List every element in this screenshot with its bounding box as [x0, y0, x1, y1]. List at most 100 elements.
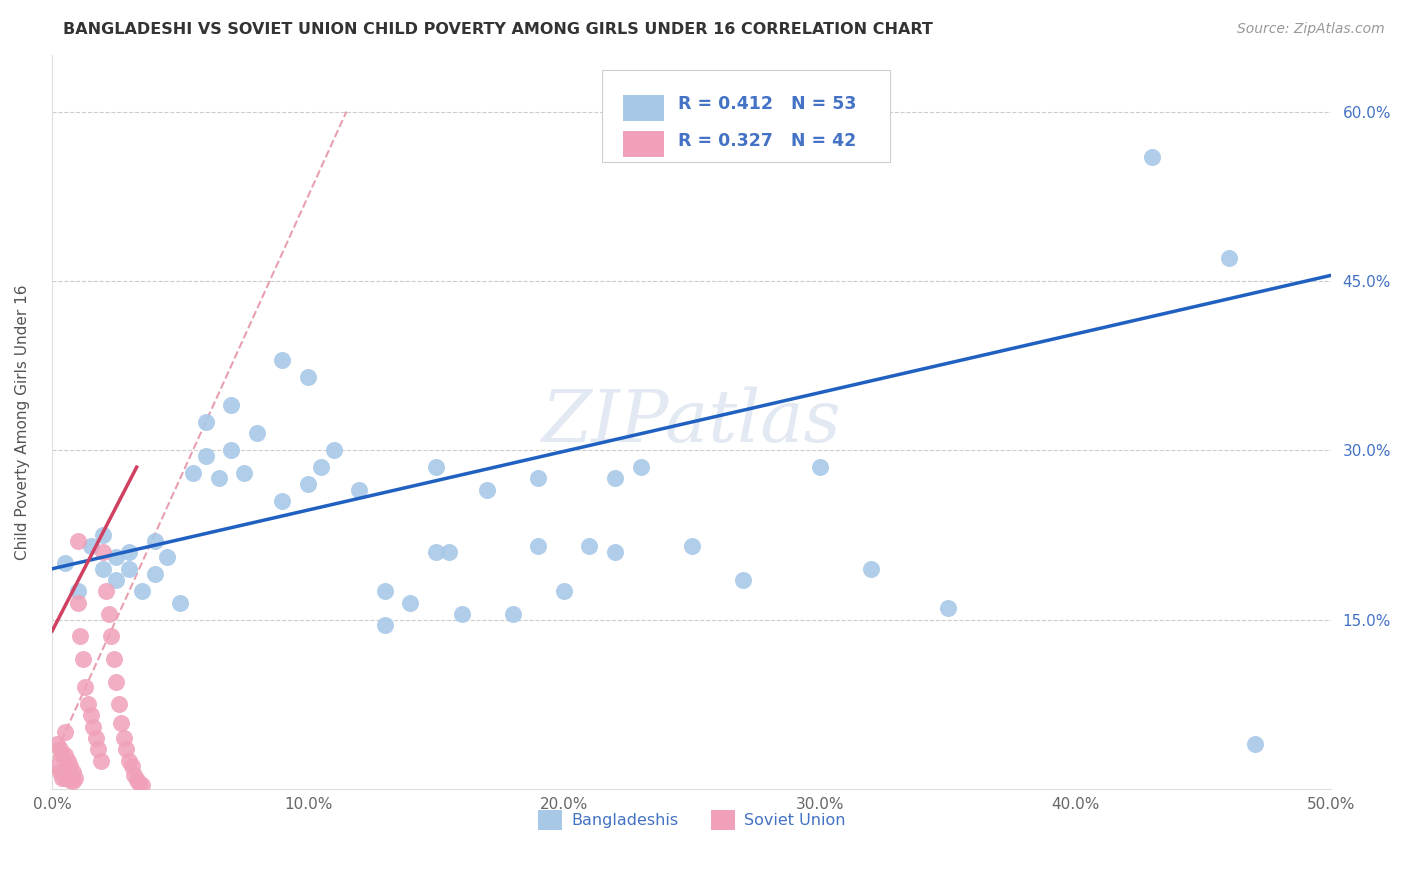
Point: [131, 584, 153, 599]
Point: [578, 539, 600, 553]
Text: Source: ZipAtlas.com: Source: ZipAtlas.com: [1237, 22, 1385, 37]
Point: [93, 562, 115, 576]
Point: [502, 607, 524, 621]
Point: [527, 539, 550, 553]
Point: [207, 471, 229, 485]
Point: [105, 674, 128, 689]
Point: [53, 556, 76, 570]
Point: [115, 742, 138, 756]
Point: [1218, 252, 1240, 266]
Text: R = 0.412   N = 53: R = 0.412 N = 53: [678, 95, 856, 113]
Point: [143, 567, 166, 582]
Point: [425, 460, 447, 475]
Point: [859, 562, 882, 576]
Point: [87, 742, 110, 756]
Point: [107, 697, 129, 711]
Point: [194, 415, 217, 429]
Point: [79, 539, 101, 553]
Point: [62, 764, 84, 779]
Point: [66, 596, 89, 610]
Point: [84, 731, 107, 745]
Point: [437, 545, 460, 559]
Point: [122, 768, 145, 782]
Text: BANGLADESHI VS SOVIET UNION CHILD POVERTY AMONG GIRLS UNDER 16 CORRELATION CHART: BANGLADESHI VS SOVIET UNION CHILD POVERT…: [63, 22, 934, 37]
Point: [121, 759, 143, 773]
Point: [125, 772, 148, 787]
Point: [297, 369, 319, 384]
Point: [731, 573, 754, 587]
Point: [118, 562, 141, 576]
Point: [553, 584, 575, 599]
Point: [221, 398, 243, 412]
Point: [475, 483, 498, 497]
Point: [322, 443, 344, 458]
FancyBboxPatch shape: [623, 95, 664, 120]
Point: [527, 471, 550, 485]
FancyBboxPatch shape: [623, 131, 664, 157]
Point: [66, 584, 89, 599]
Point: [105, 573, 128, 587]
Point: [103, 652, 125, 666]
Y-axis label: Child Poverty Among Girls Under 16: Child Poverty Among Girls Under 16: [15, 285, 30, 560]
Point: [143, 533, 166, 548]
Point: [93, 545, 115, 559]
Point: [105, 550, 128, 565]
Point: [66, 533, 89, 548]
Text: ZIPatlas: ZIPatlas: [541, 387, 842, 458]
Point: [808, 460, 831, 475]
Point: [118, 754, 141, 768]
Point: [681, 539, 703, 553]
Point: [46, 759, 69, 773]
Point: [271, 494, 294, 508]
Point: [221, 443, 243, 458]
Point: [49, 764, 72, 779]
Point: [82, 720, 104, 734]
Point: [59, 759, 82, 773]
Point: [90, 754, 112, 768]
Point: [75, 680, 97, 694]
Point: [128, 776, 150, 790]
Point: [399, 596, 422, 610]
Point: [93, 528, 115, 542]
Point: [374, 618, 396, 632]
Legend: Bangladeshis, Soviet Union: Bangladeshis, Soviet Union: [531, 804, 852, 836]
Point: [169, 596, 191, 610]
Point: [79, 708, 101, 723]
Point: [936, 601, 959, 615]
Point: [246, 426, 269, 441]
Point: [131, 779, 153, 793]
Point: [450, 607, 472, 621]
Point: [112, 731, 135, 745]
Point: [51, 771, 73, 785]
Point: [271, 352, 294, 367]
Point: [53, 725, 76, 739]
Point: [1142, 150, 1164, 164]
Point: [630, 460, 652, 475]
Point: [156, 550, 179, 565]
Point: [59, 772, 82, 787]
Point: [374, 584, 396, 599]
Point: [297, 477, 319, 491]
Point: [181, 466, 204, 480]
Point: [94, 584, 117, 599]
Point: [72, 652, 94, 666]
Text: R = 0.327   N = 42: R = 0.327 N = 42: [678, 132, 856, 150]
Point: [425, 545, 447, 559]
Point: [51, 747, 73, 762]
Point: [118, 545, 141, 559]
Point: [100, 630, 122, 644]
Point: [603, 545, 626, 559]
Point: [347, 483, 370, 497]
Point: [65, 771, 87, 785]
Point: [53, 771, 76, 785]
Point: [53, 747, 76, 762]
Point: [309, 460, 332, 475]
Point: [69, 630, 91, 644]
Point: [49, 742, 72, 756]
FancyBboxPatch shape: [602, 70, 890, 161]
Point: [603, 471, 626, 485]
Point: [46, 737, 69, 751]
Point: [233, 466, 256, 480]
Point: [97, 607, 120, 621]
Point: [110, 716, 132, 731]
